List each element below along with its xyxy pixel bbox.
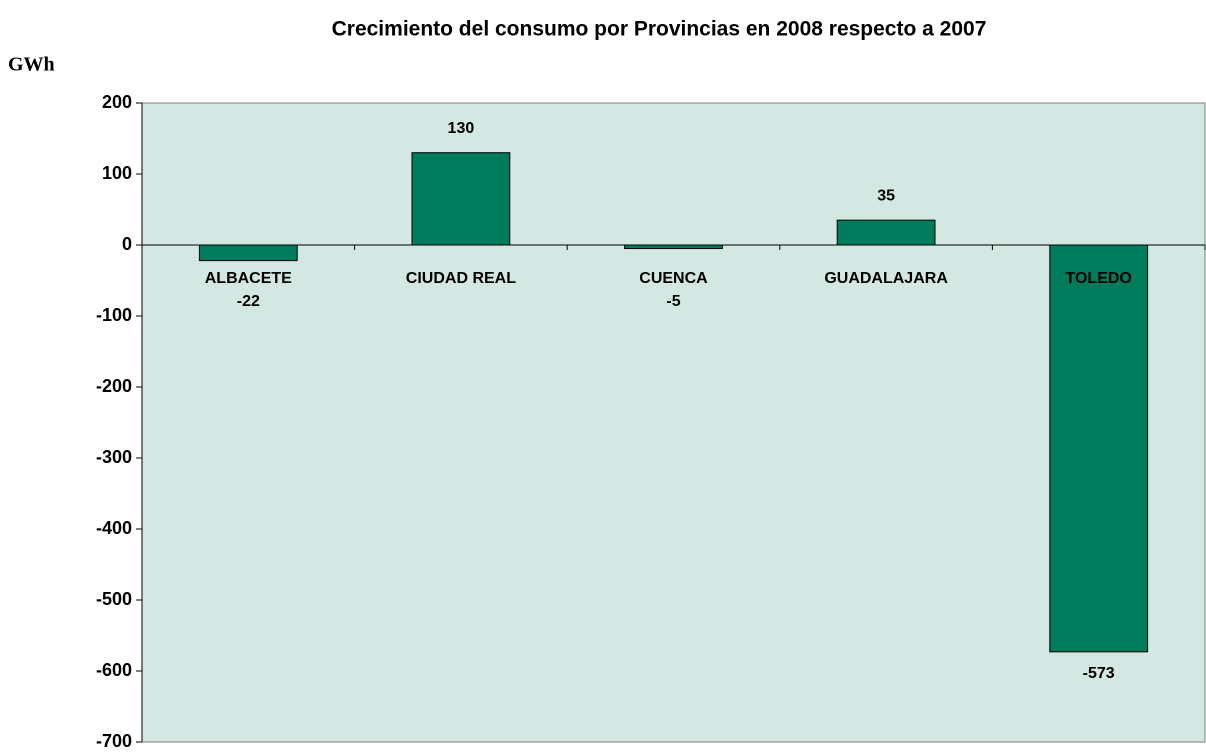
y-tick-label: -500 (96, 589, 132, 609)
data-label: -573 (1083, 665, 1115, 682)
bar (836, 219, 936, 246)
y-tick-label: -400 (96, 518, 132, 538)
x-tick-label: CUENCA (639, 270, 708, 287)
data-label: -5 (666, 293, 680, 310)
x-tick-label: GUADALAJARA (824, 270, 948, 287)
y-tick-label: 200 (102, 92, 132, 112)
bar (198, 244, 298, 262)
bar (1049, 244, 1149, 653)
y-tick-label: -600 (96, 660, 132, 680)
data-label: -22 (237, 293, 260, 310)
y-tick-label: -700 (96, 731, 132, 751)
plot-area (141, 102, 1206, 743)
bar (624, 244, 723, 250)
y-tick-label: 0 (122, 234, 132, 254)
y-tick-label: -300 (96, 447, 132, 467)
y-tick-label: 100 (102, 163, 132, 183)
y-tick-label: -100 (96, 305, 132, 325)
data-label: 35 (877, 187, 895, 204)
chart-title: Crecimiento del consumo por Provincias e… (332, 18, 987, 41)
bar (411, 152, 511, 246)
x-tick-label: CIUDAD REAL (406, 270, 516, 287)
x-tick-label: TOLEDO (1066, 270, 1132, 287)
x-tick-label: ALBACETE (205, 270, 292, 287)
y-tick-label: -200 (96, 376, 132, 396)
data-label: 130 (448, 120, 475, 137)
y-axis-label: GWh (8, 54, 55, 76)
